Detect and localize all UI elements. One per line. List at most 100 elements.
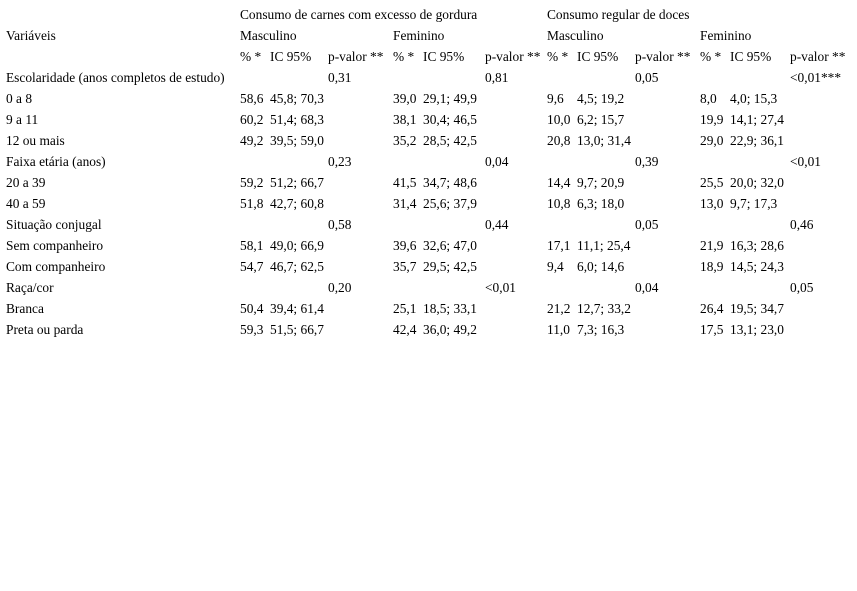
- pct-value: 9,6: [547, 91, 564, 106]
- pct-ic-cell: [240, 277, 328, 298]
- pvalue-cell: [485, 130, 547, 151]
- stat-header-pct-ic: % * IC 95%: [240, 46, 328, 67]
- pvalue-cell: [635, 88, 700, 109]
- pvalue-cell: [790, 193, 857, 214]
- stat-header-ic: IC 95%: [270, 49, 312, 64]
- pct-value: 20,8: [547, 133, 571, 148]
- pct-ic-cell: 39,0 29,1; 49,9: [393, 88, 485, 109]
- pct-ic-cell: 59,2 51,2; 66,7: [240, 172, 328, 193]
- pvalue-cell: 0,05: [790, 280, 814, 295]
- pct-ic-cell: [240, 67, 328, 88]
- pvalue-cell: [328, 319, 393, 340]
- ic-value: 36,0; 49,2: [423, 322, 477, 337]
- pct-value: 13,0: [700, 196, 724, 211]
- pvalue-cell: [328, 193, 393, 214]
- row-label: 12 ou mais: [6, 133, 65, 148]
- row-label: Branca: [6, 301, 44, 316]
- pct-ic-cell: 25,5 20,0; 32,0: [700, 172, 790, 193]
- pvalue-cell: [328, 88, 393, 109]
- pct-value: 25,5: [700, 175, 724, 190]
- ic-value: 19,5; 34,7: [730, 301, 784, 316]
- ic-value: 25,6; 37,9: [423, 196, 477, 211]
- pvalue-cell: [328, 109, 393, 130]
- ic-value: 39,5; 59,0: [270, 133, 324, 148]
- pvalue-cell: <0,01: [485, 280, 516, 295]
- ic-value: 51,4; 68,3: [270, 112, 324, 127]
- row-label: 9 a 11: [6, 112, 39, 127]
- pct-ic-cell: [547, 67, 635, 88]
- pct-ic-cell: 13,0 9,7; 17,3: [700, 193, 790, 214]
- pct-ic-cell: 9,6 4,5; 19,2: [547, 88, 635, 109]
- ic-value: 7,3; 16,3: [577, 322, 625, 337]
- stat-header-pct: % *: [240, 49, 262, 64]
- group-header-doces: Consumo regular de doces: [547, 7, 690, 22]
- pvalue-cell: 0,46: [790, 217, 814, 232]
- pct-value: 39,6: [393, 238, 417, 253]
- ic-value: 46,7; 62,5: [270, 259, 324, 274]
- pct-value: 29,0: [700, 133, 724, 148]
- ic-value: 39,4; 61,4: [270, 301, 324, 316]
- pct-value: 25,1: [393, 301, 417, 316]
- pct-ic-cell: [700, 151, 790, 172]
- spacer-cell: [6, 4, 240, 25]
- pvalue-cell: [635, 256, 700, 277]
- pct-value: 39,0: [393, 91, 417, 106]
- pvalue-cell: [635, 235, 700, 256]
- row-label: 20 a 39: [6, 175, 46, 190]
- pct-ic-cell: [393, 277, 485, 298]
- pct-ic-cell: 51,8 42,7; 60,8: [240, 193, 328, 214]
- ic-value: 12,7; 33,2: [577, 301, 631, 316]
- pct-value: 35,7: [393, 259, 417, 274]
- ic-value: 9,7; 20,9: [577, 175, 625, 190]
- pvalue-cell: [635, 193, 700, 214]
- ic-value: 13,0; 31,4: [577, 133, 631, 148]
- row-label: 40 a 59: [6, 196, 46, 211]
- pct-value: 17,1: [547, 238, 571, 253]
- stat-header-pct-ic: % * IC 95%: [393, 46, 485, 67]
- pct-value: 58,1: [240, 238, 264, 253]
- group-header-carnes: Consumo de carnes com excesso de gordura: [240, 7, 478, 22]
- pct-value: 8,0: [700, 91, 717, 106]
- pct-value: 21,2: [547, 301, 571, 316]
- pvalue-cell: [328, 235, 393, 256]
- pct-ic-cell: [700, 67, 790, 88]
- pvalue-cell: [328, 172, 393, 193]
- sex-header-doces-feminino: Feminino: [700, 28, 752, 43]
- pct-value: 51,8: [240, 196, 264, 211]
- pct-ic-cell: 21,2 12,7; 33,2: [547, 298, 635, 319]
- pvalue-cell: 0,81: [485, 70, 509, 85]
- pct-ic-cell: 60,2 51,4; 68,3: [240, 109, 328, 130]
- stat-header-pvalor: p-valor **: [328, 49, 384, 64]
- pct-ic-cell: 20,8 13,0; 31,4: [547, 130, 635, 151]
- category-row-label: Raça/cor: [6, 280, 54, 295]
- pct-value: 21,9: [700, 238, 724, 253]
- pvalue-cell: <0,01: [790, 154, 821, 169]
- ic-value: 9,7; 17,3: [730, 196, 778, 211]
- pct-ic-cell: 41,5 34,7; 48,6: [393, 172, 485, 193]
- ic-value: 6,3; 18,0: [577, 196, 625, 211]
- pvalue-cell: 0,20: [328, 280, 352, 295]
- ic-value: 51,2; 66,7: [270, 175, 324, 190]
- sex-header-carnes-feminino: Feminino: [393, 28, 445, 43]
- ic-value: 32,6; 47,0: [423, 238, 477, 253]
- pct-ic-cell: 58,6 45,8; 70,3: [240, 88, 328, 109]
- pct-value: 58,6: [240, 91, 264, 106]
- stat-header-pct-ic: % * IC 95%: [547, 46, 635, 67]
- pct-value: 26,4: [700, 301, 724, 316]
- stat-header-pct: % *: [547, 49, 569, 64]
- pct-value: 49,2: [240, 133, 264, 148]
- ic-value: 30,4; 46,5: [423, 112, 477, 127]
- pct-ic-cell: [393, 214, 485, 235]
- pct-ic-cell: 10,0 6,2; 15,7: [547, 109, 635, 130]
- pct-ic-cell: 11,0 7,3; 16,3: [547, 319, 635, 340]
- pct-ic-cell: 58,1 49,0; 66,9: [240, 235, 328, 256]
- pvalue-cell: 0,04: [635, 280, 659, 295]
- row-label: Sem companheiro: [6, 238, 104, 253]
- pct-ic-cell: 17,5 13,1; 23,0: [700, 319, 790, 340]
- pvalue-cell: 0,23: [328, 154, 352, 169]
- stat-header-pvalor: p-valor **: [485, 49, 541, 64]
- ic-value: 29,5; 42,5: [423, 259, 477, 274]
- pct-ic-cell: 29,0 22,9; 36,1: [700, 130, 790, 151]
- pvalue-cell: [635, 172, 700, 193]
- pct-ic-cell: [240, 214, 328, 235]
